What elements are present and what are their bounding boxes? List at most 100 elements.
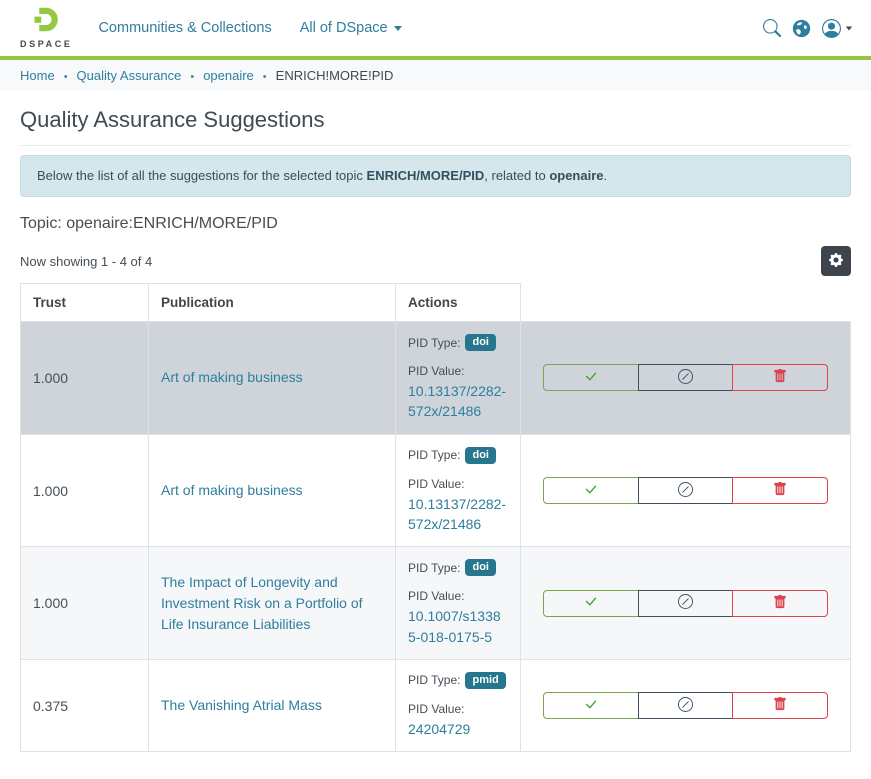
pid-value-link[interactable]: 10.13137/2282-572x/21486: [408, 383, 507, 420]
trash-icon: [773, 482, 787, 499]
results-count: Now showing 1 - 4 of 4: [20, 253, 153, 269]
breadcrumb-openaire[interactable]: openaire: [203, 68, 254, 83]
publication-link[interactable]: The Vanishing Atrial Mass: [161, 697, 322, 714]
main-content: Quality Assurance Suggestions Below the …: [0, 107, 871, 753]
delete-button[interactable]: [732, 477, 829, 505]
slash-circle-icon: [678, 368, 693, 387]
reject-button[interactable]: [637, 589, 734, 617]
publication-cell: The Impact of Longevity and Investment R…: [148, 546, 396, 660]
page-title: Quality Assurance Suggestions: [20, 107, 325, 132]
chevron-down-icon: [845, 26, 853, 30]
table-row: 1.000 Art of making business PID Type: d…: [20, 433, 851, 548]
slash-circle-icon: [678, 481, 693, 500]
user-menu[interactable]: [822, 18, 853, 38]
publication-link[interactable]: The Impact of Longevity and Investment R…: [161, 573, 363, 632]
pid-cell: PID Type: doi PID Value: 10.13137/2282-5…: [395, 433, 521, 548]
actions-buttons-cell: [520, 546, 851, 660]
trash-icon: [773, 369, 787, 386]
accent-bar: [0, 56, 871, 60]
table-row: 0.375 The Vanishing Atrial Mass PID Type…: [20, 658, 851, 753]
breadcrumb-separator: [263, 68, 267, 83]
table-row: 1.000 The Impact of Longevity and Invest…: [20, 546, 851, 660]
column-header-publication: Publication: [148, 283, 396, 323]
nav-all-of-dspace[interactable]: All of DSpace: [300, 20, 402, 36]
pid-type-label: PID Type:: [408, 335, 461, 350]
trash-icon: [773, 697, 787, 714]
column-header-trust: Trust: [20, 283, 149, 323]
table-row: 1.000 Art of making business PID Type: d…: [20, 321, 851, 435]
check-icon: [583, 369, 598, 387]
globe-icon[interactable]: [792, 19, 811, 38]
table-header-row: Trust Publication Actions: [20, 283, 851, 323]
breadcrumb-current: ENRICH!MORE!PID: [275, 68, 394, 83]
pid-type-badge: doi: [465, 559, 496, 577]
main-nav: Communities & Collections All of DSpace: [98, 20, 402, 36]
chevron-down-icon: [393, 25, 402, 31]
pid-value-label: PID Value:: [408, 364, 465, 379]
suggestions-table: Trust Publication Actions 1.000 Art of m…: [20, 283, 851, 753]
user-icon: [822, 18, 841, 38]
publication-link[interactable]: Art of making business: [161, 482, 303, 499]
pid-value-link[interactable]: 10.1007/s13385-018-0175-5: [408, 608, 501, 645]
pid-type-badge: doi: [465, 446, 496, 464]
breadcrumb-separator: [64, 68, 68, 83]
column-header-empty: [520, 283, 851, 322]
pid-type-badge: doi: [465, 334, 496, 352]
dspace-logo[interactable]: DSPACE: [20, 7, 72, 49]
publication-cell: The Vanishing Atrial Mass: [148, 658, 396, 753]
check-icon: [583, 697, 598, 715]
search-icon[interactable]: [763, 19, 781, 37]
title-divider: [20, 145, 851, 146]
breadcrumb-quality-assurance[interactable]: Quality Assurance: [76, 68, 182, 83]
alert-source: openaire: [549, 168, 604, 183]
publication-cell: Art of making business: [148, 433, 396, 548]
top-navbar: DSPACE Communities & Collections All of …: [0, 0, 871, 56]
trust-cell: 1.000: [20, 546, 149, 660]
reject-button[interactable]: [637, 364, 734, 392]
publication-link[interactable]: Art of making business: [161, 369, 303, 386]
slash-circle-icon: [678, 594, 693, 612]
pid-cell: PID Type: pmid PID Value: 24204729: [395, 658, 521, 753]
pid-value-label: PID Value:: [408, 589, 465, 604]
actions-buttons-cell: [520, 658, 851, 753]
breadcrumb-separator: [190, 68, 194, 83]
topic-heading: Topic: openaire:ENRICH/MORE/PID: [20, 215, 278, 233]
trash-icon: [773, 594, 787, 612]
dspace-logo-text: DSPACE: [20, 39, 73, 49]
delete-button[interactable]: [732, 692, 829, 720]
delete-button[interactable]: [732, 364, 829, 392]
pid-type-label: PID Type:: [408, 673, 461, 688]
dspace-logo-icon: [31, 7, 61, 37]
trust-cell: 1.000: [20, 321, 149, 435]
pid-value-link[interactable]: 10.13137/2282-572x/21486: [408, 495, 507, 533]
pid-type-label: PID Type:: [408, 448, 461, 463]
pid-value-link[interactable]: 24204729: [408, 720, 471, 737]
pid-cell: PID Type: doi PID Value: 10.13137/2282-5…: [395, 321, 521, 435]
pid-cell: PID Type: doi PID Value: 10.1007/s13385-…: [395, 546, 521, 660]
nav-communities-collections[interactable]: Communities & Collections: [98, 20, 272, 36]
pid-value-label: PID Value:: [408, 701, 465, 716]
slash-circle-icon: [678, 696, 693, 715]
actions-buttons-cell: [520, 433, 851, 548]
pid-type-label: PID Type:: [408, 560, 461, 575]
gear-icon: [829, 252, 843, 270]
check-icon: [583, 482, 598, 500]
check-icon: [583, 594, 598, 612]
pid-value-label: PID Value:: [408, 476, 465, 491]
accept-button[interactable]: [543, 477, 639, 505]
trust-cell: 1.000: [20, 433, 149, 548]
column-header-actions: Actions: [395, 283, 521, 323]
breadcrumb: Home Quality Assurance openaire ENRICH!M…: [0, 60, 871, 91]
settings-button[interactable]: [821, 246, 851, 277]
reject-button[interactable]: [637, 477, 734, 505]
breadcrumb-home[interactable]: Home: [20, 68, 55, 83]
delete-button[interactable]: [732, 589, 829, 617]
info-alert: Below the list of all the suggestions fo…: [20, 155, 851, 198]
accept-button[interactable]: [543, 692, 639, 720]
accept-button[interactable]: [543, 364, 639, 392]
publication-cell: Art of making business: [148, 321, 396, 435]
actions-buttons-cell: [520, 321, 851, 435]
pid-type-badge: pmid: [465, 671, 506, 689]
accept-button[interactable]: [543, 589, 639, 617]
reject-button[interactable]: [637, 692, 734, 720]
